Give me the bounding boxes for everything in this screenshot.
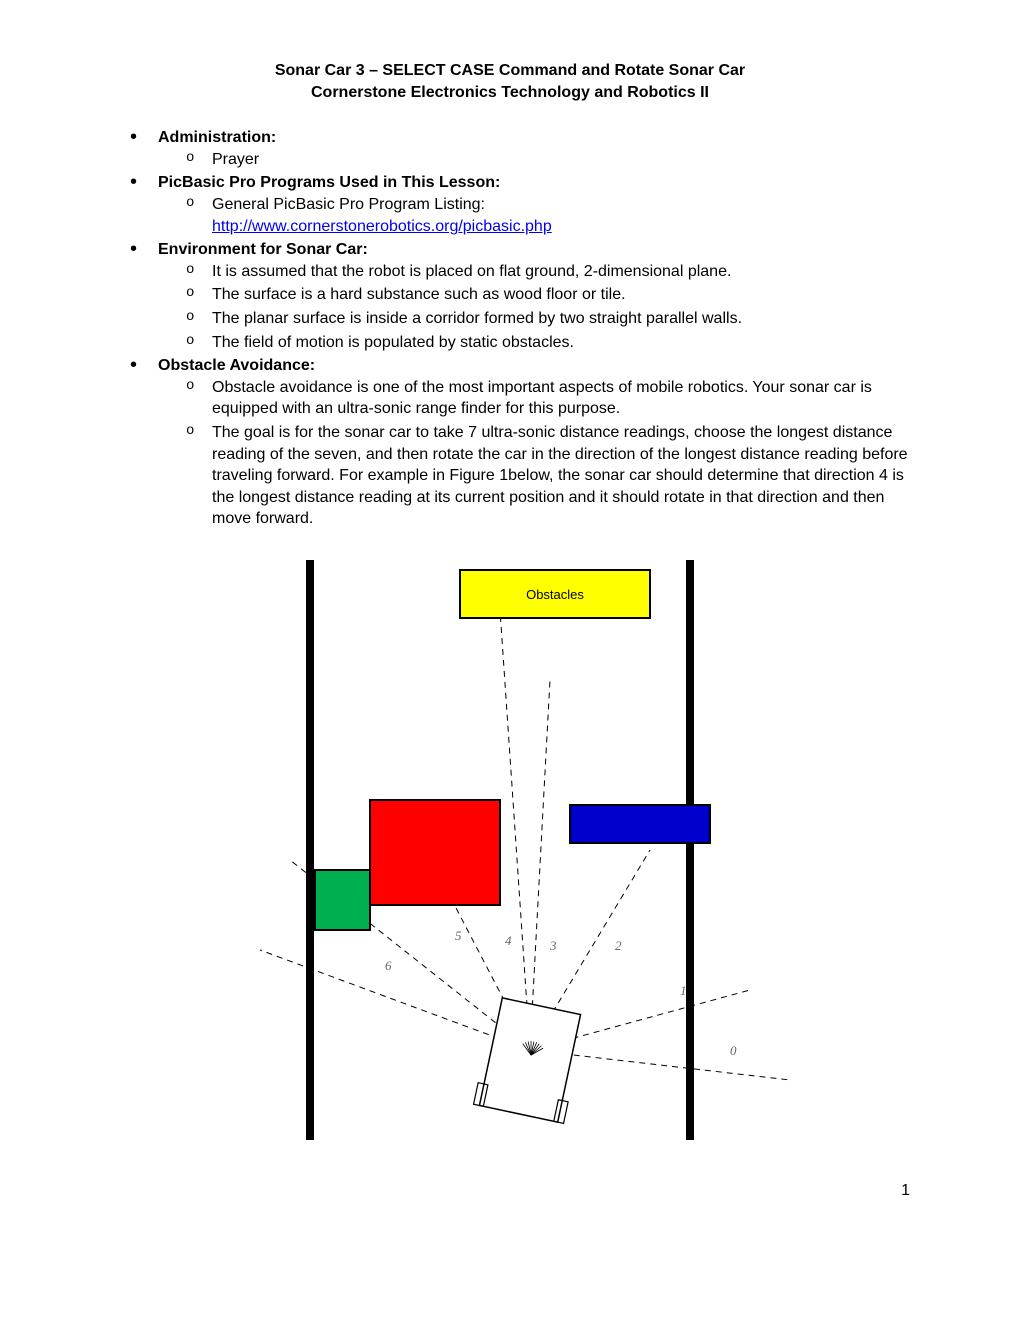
svg-text:Obstacles: Obstacles xyxy=(526,587,584,602)
list-item: Obstacle avoidance is one of the most im… xyxy=(186,377,910,420)
item-text: The field of motion is populated by stat… xyxy=(212,334,574,351)
svg-text:1: 1 xyxy=(680,983,687,998)
section-programs: PicBasic Pro Programs Used in This Lesso… xyxy=(130,172,910,237)
svg-text:6: 6 xyxy=(385,958,392,973)
list-item: It is assumed that the robot is placed o… xyxy=(186,261,910,283)
svg-text:4: 4 xyxy=(505,933,512,948)
document-title: Sonar Car 3 – SELECT CASE Command and Ro… xyxy=(110,60,910,103)
programs-items: General PicBasic Pro Program Listing: ht… xyxy=(158,194,910,237)
obstacle-items: Obstacle avoidance is one of the most im… xyxy=(158,377,910,530)
admin-head: Administration: xyxy=(158,129,276,146)
item-text: General PicBasic Pro Program Listing: xyxy=(212,196,485,213)
item-text: Prayer xyxy=(212,151,259,168)
svg-text:3: 3 xyxy=(549,938,557,953)
environment-items: It is assumed that the robot is placed o… xyxy=(158,261,910,353)
item-text: The goal is for the sonar car to take 7 … xyxy=(212,424,908,527)
programs-head: PicBasic Pro Programs Used in This Lesso… xyxy=(158,174,500,191)
section-admin: Administration: Prayer xyxy=(130,127,910,170)
section-obstacle: Obstacle Avoidance: Obstacle avoidance i… xyxy=(130,355,910,530)
list-item: General PicBasic Pro Program Listing: ht… xyxy=(186,194,910,237)
item-text: The surface is a hard substance such as … xyxy=(212,286,626,303)
main-list: Administration: Prayer PicBasic Pro Prog… xyxy=(110,127,910,530)
item-text: Obstacle avoidance is one of the most im… xyxy=(212,379,872,418)
svg-text:0: 0 xyxy=(730,1043,737,1058)
program-link[interactable]: http://www.cornerstonerobotics.org/picba… xyxy=(212,218,552,235)
svg-text:2: 2 xyxy=(615,938,622,953)
page-number: 1 xyxy=(110,1180,910,1202)
item-text: It is assumed that the robot is placed o… xyxy=(212,263,731,280)
list-item: The goal is for the sonar car to take 7 … xyxy=(186,422,910,530)
obstacle-head: Obstacle Avoidance: xyxy=(158,357,315,374)
section-environment: Environment for Sonar Car: It is assumed… xyxy=(130,239,910,353)
title-line2: Cornerstone Electronics Technology and R… xyxy=(311,84,709,101)
admin-items: Prayer xyxy=(158,149,910,171)
environment-head: Environment for Sonar Car: xyxy=(158,241,368,258)
list-item: Prayer xyxy=(186,149,910,171)
item-text: The planar surface is inside a corridor … xyxy=(212,310,742,327)
sonar-diagram: Obstacles 0 1 2 3 4 5 6 xyxy=(230,550,790,1150)
svg-text:5: 5 xyxy=(455,928,462,943)
list-item: The planar surface is inside a corridor … xyxy=(186,308,910,330)
title-line1: Sonar Car 3 – SELECT CASE Command and Ro… xyxy=(275,62,745,79)
list-item: The surface is a hard substance such as … xyxy=(186,284,910,306)
list-item: The field of motion is populated by stat… xyxy=(186,332,910,354)
